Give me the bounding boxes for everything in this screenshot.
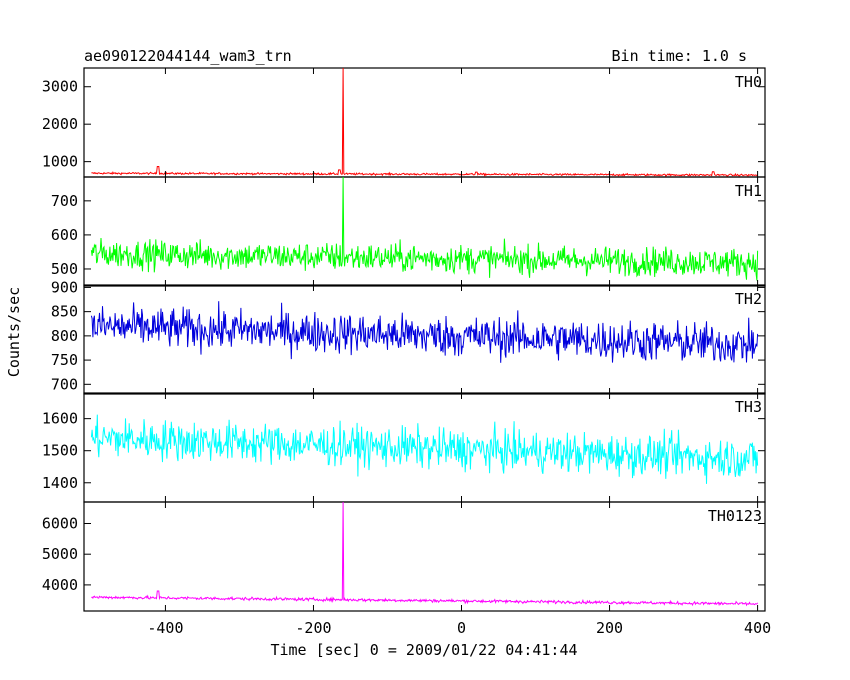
ytick-label-TH1: 600: [51, 226, 78, 244]
ytick-label-TH2: 900: [51, 278, 78, 296]
panel-frame-TH2: [83, 284, 766, 395]
bin-time-label: Bin time: 1.0 s: [612, 47, 747, 65]
panel-label-TH1: TH1: [735, 182, 762, 200]
xtick-label: -200: [295, 619, 331, 637]
ytick-label-TH3: 1500: [42, 442, 78, 460]
trace-TH0123: [91, 501, 759, 607]
ytick-label-TH2: 750: [51, 351, 78, 369]
xtick-label: 400: [744, 619, 771, 637]
panel-frame-TH0123: [83, 501, 766, 612]
ytick-label-TH0123: 6000: [42, 514, 78, 532]
ytick-label-TH0123: 5000: [42, 545, 78, 563]
trace-TH2: [90, 301, 759, 363]
ytick-label-TH1: 700: [51, 192, 78, 210]
ytick-label-TH2: 800: [51, 327, 78, 345]
xtick-label: 0: [457, 619, 466, 637]
x-axis-label: Time [sec] 0 = 2009/01/22 04:41:44: [270, 641, 577, 659]
trace-TH3: [90, 414, 759, 484]
ytick-label-TH0: 1000: [42, 153, 78, 171]
xtick-label: 200: [596, 619, 623, 637]
panel-label-TH3: TH3: [735, 398, 762, 416]
ytick-label-TH0: 3000: [42, 78, 78, 96]
ytick-label-TH2: 850: [51, 303, 78, 321]
panel-label-TH0: TH0: [735, 73, 762, 91]
y-axis-label: Counts/sec: [5, 287, 23, 377]
trace-TH0: [91, 67, 758, 177]
ytick-label-TH3: 1400: [42, 474, 78, 492]
panel-frame-TH1: [83, 176, 766, 287]
ytick-label-TH1: 500: [51, 260, 78, 278]
xtick-label: -400: [147, 619, 183, 637]
ytick-label-TH0123: 4000: [42, 576, 78, 594]
ytick-label-TH3: 1600: [42, 410, 78, 428]
panel-frame-TH0: [83, 67, 766, 178]
ytick-label-TH0: 2000: [42, 115, 78, 133]
ytick-label-TH2: 700: [51, 375, 78, 393]
chart-title: ae090122044144_wam3_trn: [84, 47, 292, 65]
trace-TH1: [90, 176, 759, 281]
panel-label-TH0123: TH0123: [708, 507, 762, 525]
panel-label-TH2: TH2: [735, 290, 762, 308]
